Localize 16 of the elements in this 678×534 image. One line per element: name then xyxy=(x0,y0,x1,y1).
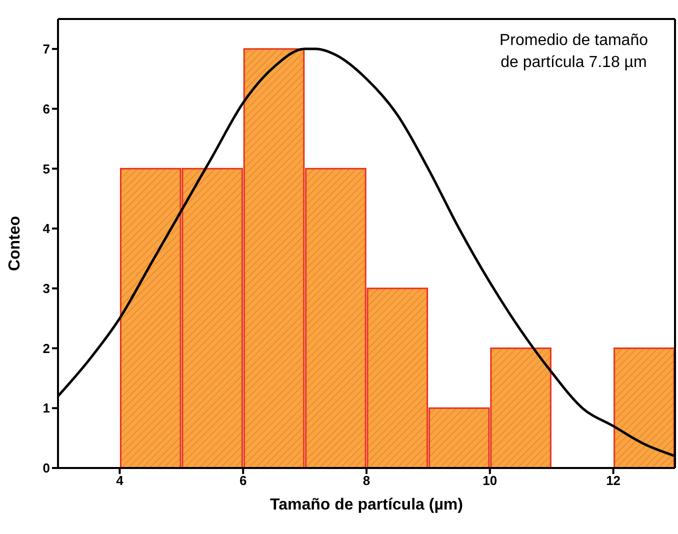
y-tick-label: 3 xyxy=(42,281,50,296)
annotation: Promedio de tamaño de partícula 7.18 µm xyxy=(499,30,648,74)
x-tick-label: 10 xyxy=(482,473,498,488)
x-axis-title: Tamaño de partícula (µm) xyxy=(270,496,463,514)
y-tick-label: 2 xyxy=(42,340,50,356)
y-tick-label: 1 xyxy=(42,400,50,416)
x-tick-label: 8 xyxy=(362,473,370,488)
y-tick-label: 0 xyxy=(42,460,50,476)
y-tick-label: 6 xyxy=(42,101,50,116)
y-axis-title: Conteo xyxy=(6,216,24,272)
y-tick-label: 7 xyxy=(42,42,50,57)
y-tick-label: 4 xyxy=(42,221,51,236)
x-tick-label: 6 xyxy=(239,473,247,488)
x-tick-label: 4 xyxy=(116,473,124,488)
x-tick-label: 12 xyxy=(606,473,621,488)
y-tick-label: 5 xyxy=(42,161,50,176)
